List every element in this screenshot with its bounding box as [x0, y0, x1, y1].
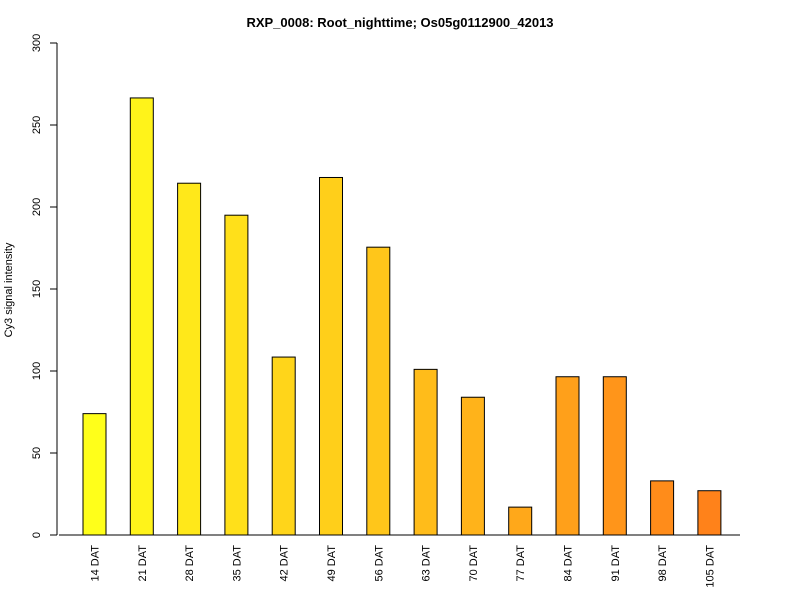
x-tick-label: 77 DAT: [515, 545, 527, 582]
bar: [555, 376, 580, 536]
bar: [82, 413, 107, 536]
y-tick-label: 250: [31, 116, 43, 134]
x-tick-label: 56 DAT: [373, 545, 385, 582]
bar: [319, 176, 343, 536]
x-tick-label: 84 DAT: [563, 545, 575, 582]
y-tick-label: 100: [31, 362, 43, 380]
y-axis: 0 50 100 150 200 250 300: [31, 34, 58, 538]
bar: [697, 490, 722, 536]
bar: [366, 246, 391, 536]
bar: [650, 480, 675, 536]
bar: [413, 368, 438, 536]
bar: [460, 396, 485, 536]
bar: [129, 97, 154, 536]
x-tick-label: 14 DAT: [90, 545, 102, 582]
y-tick-label: 300: [31, 34, 43, 52]
bar: [602, 376, 627, 536]
bar: [224, 214, 249, 536]
bars-group: [82, 97, 722, 536]
x-tick-label: 98 DAT: [657, 545, 669, 582]
bar: [508, 506, 533, 536]
x-tick-label: 49 DAT: [326, 545, 338, 582]
chart-title: RXP_0008: Root_nighttime; Os05g0112900_4…: [246, 15, 553, 30]
x-axis-tick-labels: 14 DAT 21 DAT 28 DAT 35 DAT 42 DAT 49 DAT 56 D…: [90, 545, 717, 588]
x-tick-label: 35 DAT: [231, 545, 243, 582]
y-tick-label: 50: [31, 447, 43, 459]
x-tick-label: 28 DAT: [184, 545, 196, 582]
x-tick-label: 70 DAT: [468, 545, 480, 582]
x-tick-label: 63 DAT: [421, 545, 433, 582]
bar: [271, 356, 296, 536]
x-tick-label: 105 DAT: [704, 545, 716, 588]
x-tick-label: 91 DAT: [610, 545, 622, 582]
y-axis-label: Cy3 signal intensity: [3, 242, 15, 337]
y-tick-label: 0: [31, 532, 43, 538]
x-tick-label: 42 DAT: [279, 545, 291, 582]
x-tick-label: 21 DAT: [137, 545, 149, 582]
bar: [177, 182, 202, 536]
y-tick-label: 150: [31, 280, 43, 298]
y-tick-label: 200: [31, 198, 43, 216]
